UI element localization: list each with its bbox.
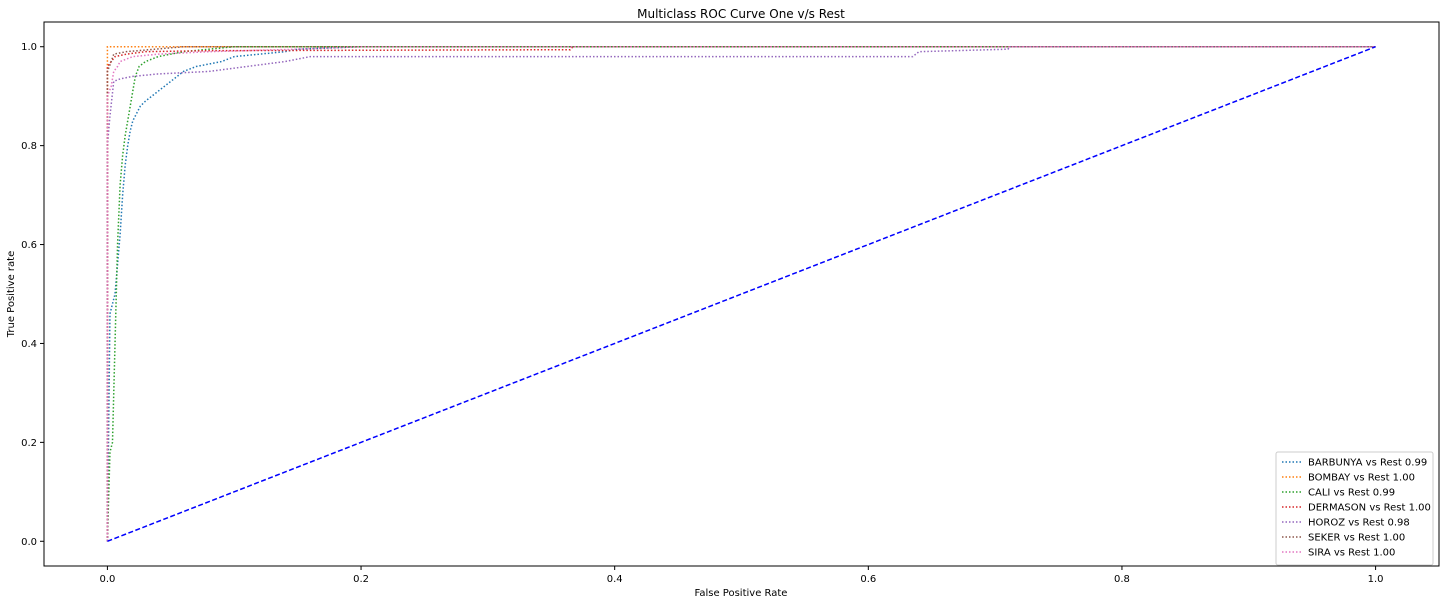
y-axis-label: True Positive rate bbox=[6, 251, 17, 338]
x-tick-label: 0.4 bbox=[607, 574, 623, 585]
axes-layer: 0.0 0.2 0.4 0.6 0.8 1.0 0.0 0.2 0.4 0.6 0.8 1.0 bbox=[21, 42, 1383, 585]
chance-diagonal-line bbox=[107, 46, 1376, 542]
x-axis-label: False Positive Rate bbox=[695, 588, 788, 599]
legend-entry: HOROZ vs Rest 0.98 bbox=[1308, 518, 1410, 529]
series-cali-line bbox=[106, 45, 1376, 542]
series-dermason-line bbox=[106, 45, 1376, 542]
y-tick-label: 1.0 bbox=[21, 42, 37, 53]
series-layer bbox=[106, 45, 1376, 542]
legend-entry: CALI vs Rest 0.99 bbox=[1308, 488, 1395, 499]
plot-frame bbox=[43, 21, 1440, 567]
legend-entry: BOMBAY vs Rest 1.00 bbox=[1308, 473, 1415, 484]
x-tick-label: 1.0 bbox=[1368, 574, 1384, 585]
legend-frame bbox=[1275, 451, 1434, 566]
y-tick-label: 0.8 bbox=[21, 141, 37, 152]
x-tick-label: 0.2 bbox=[353, 574, 369, 585]
legend-entry: SIRA vs Rest 1.00 bbox=[1308, 548, 1395, 559]
legend-entry: SEKER vs Rest 1.00 bbox=[1308, 533, 1405, 544]
y-tick-label: 0.0 bbox=[21, 537, 37, 548]
series-seker-line bbox=[106, 45, 1376, 542]
legend: BARBUNYA vs Rest 0.99 BOMBAY vs Rest 1.00… bbox=[1275, 451, 1434, 566]
x-tick-label: 0.0 bbox=[99, 574, 115, 585]
y-tick-label: 0.2 bbox=[21, 438, 37, 449]
legend-entry: DERMASON vs Rest 1.00 bbox=[1308, 503, 1431, 514]
chart-title: Multiclass ROC Curve One v/s Rest bbox=[637, 7, 845, 21]
x-tick-label: 0.6 bbox=[860, 574, 876, 585]
y-tick-label: 0.4 bbox=[21, 339, 37, 350]
x-tick-label: 0.8 bbox=[1114, 574, 1130, 585]
legend-entry: BARBUNYA vs Rest 0.99 bbox=[1308, 458, 1427, 469]
y-tick-label: 0.6 bbox=[21, 240, 37, 251]
